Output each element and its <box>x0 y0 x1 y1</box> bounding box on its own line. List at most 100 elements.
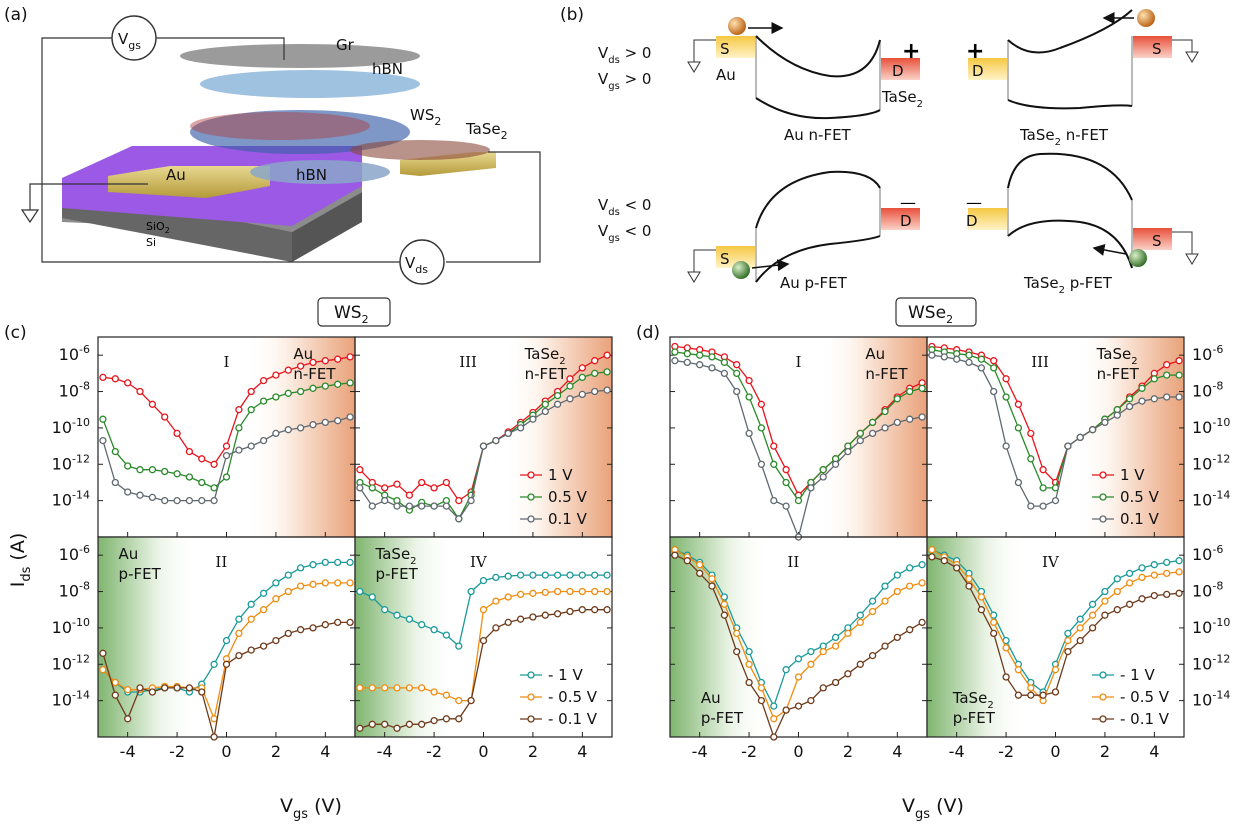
band-tase2-pfet: D — S TaSe2 p-FET <box>966 152 1199 296</box>
y-tick-label: 10-6 <box>59 543 90 564</box>
data-point <box>247 615 255 623</box>
x-tick-label: -4 <box>377 742 393 761</box>
tase2-nfet-title: TaSe2 n-FET <box>1019 126 1109 148</box>
data-point <box>504 429 512 438</box>
data-point <box>284 426 292 434</box>
drain-contact <box>880 58 920 80</box>
data-point <box>965 351 973 359</box>
vds-label: Vds <box>405 254 428 276</box>
drain-label: D <box>900 212 912 230</box>
y-tick-label: 10-10 <box>52 616 90 637</box>
data-point <box>918 561 926 569</box>
data-point <box>893 633 901 642</box>
data-point <box>893 418 901 427</box>
data-point <box>516 615 525 623</box>
device-type-label: Au <box>701 689 721 707</box>
data-point <box>745 429 753 438</box>
data-point <box>356 724 364 732</box>
data-point <box>1175 371 1183 379</box>
data-point <box>807 484 815 492</box>
data-point <box>591 387 599 396</box>
data-point <box>893 587 901 596</box>
data-point <box>1150 571 1158 579</box>
data-point <box>272 636 280 645</box>
x-tick-label: -2 <box>741 742 757 761</box>
data-point <box>1014 478 1023 487</box>
data-point <box>124 379 132 387</box>
data-point <box>334 417 342 425</box>
device-type-label: TaSe2 <box>524 345 566 367</box>
plot-panel: 10-6 10-8 10-10 10-12 10-14 I Au n-FET <box>52 336 356 538</box>
quadrant-label: IV <box>470 553 488 571</box>
data-point <box>124 488 132 496</box>
data-point <box>591 587 599 596</box>
conduction-band <box>755 170 881 229</box>
data-point <box>1076 615 1084 623</box>
data-point <box>185 684 194 692</box>
hole <box>1129 249 1147 267</box>
legend-label: - 1 V <box>1120 666 1155 684</box>
data-point <box>111 375 119 383</box>
data-point <box>247 442 255 450</box>
electron <box>1137 9 1155 27</box>
data-point <box>977 606 986 614</box>
x-tick-label: 4 <box>320 742 330 761</box>
data-point <box>553 587 562 596</box>
data-point <box>479 636 488 645</box>
x-tick-label: -2 <box>426 742 442 761</box>
data-point <box>578 390 586 399</box>
data-point <box>856 611 864 619</box>
tase2-label: TaSe2 <box>881 88 923 110</box>
conduction-band <box>1007 152 1133 201</box>
data-point <box>1163 558 1171 567</box>
data-point <box>321 418 329 427</box>
legend-marker <box>1099 671 1107 679</box>
au-label: Au <box>716 66 736 84</box>
data-point <box>393 724 401 732</box>
data-point <box>504 572 512 580</box>
data-point <box>893 571 901 579</box>
x-axis-label-d: Vgs (V) <box>902 795 964 822</box>
data-point <box>782 466 790 474</box>
data-point <box>1076 636 1084 645</box>
data-point <box>1064 636 1072 645</box>
data-point <box>1113 606 1121 614</box>
panel-label-b: (b) <box>560 5 584 25</box>
data-point <box>1027 429 1035 438</box>
data-point <box>819 684 827 692</box>
device-type-label: TaSe2 <box>375 545 417 567</box>
data-point <box>831 678 840 687</box>
data-point <box>683 358 691 367</box>
data-point <box>770 496 778 505</box>
tase2-pfet-title: TaSe2 p-FET <box>1023 274 1113 296</box>
data-point <box>1138 397 1146 405</box>
data-point <box>198 496 206 505</box>
data-point <box>940 353 948 361</box>
plot-panel: -4 -2 0 2 4 10-6 10-8 10-10 10-12 10-14 IV TaSe2p-F… <box>926 536 1230 761</box>
data-point <box>1150 591 1158 600</box>
data-point <box>977 364 986 372</box>
data-point <box>259 642 268 650</box>
y-tick-label: 10-10 <box>1192 416 1230 437</box>
y-tick-label: 10-14 <box>1192 489 1230 510</box>
quadrant-label: I <box>224 353 230 371</box>
data-point <box>1014 666 1023 674</box>
data-point <box>770 702 778 710</box>
data-point <box>393 502 401 510</box>
data-point <box>603 571 611 579</box>
data-point <box>990 629 998 638</box>
vgs-label: Vgs <box>118 30 141 52</box>
data-point <box>381 496 389 505</box>
data-point <box>136 684 144 692</box>
hole-arrow <box>1092 244 1127 256</box>
data-point <box>591 571 599 579</box>
data-point <box>1101 597 1109 605</box>
data-point <box>757 460 766 468</box>
data-point <box>430 716 438 725</box>
data-point <box>1002 393 1010 401</box>
data-point <box>1014 691 1023 699</box>
data-point <box>819 473 827 481</box>
y-tick-label: 10-12 <box>52 652 90 673</box>
data-point <box>1113 587 1121 596</box>
data-point <box>235 651 243 660</box>
